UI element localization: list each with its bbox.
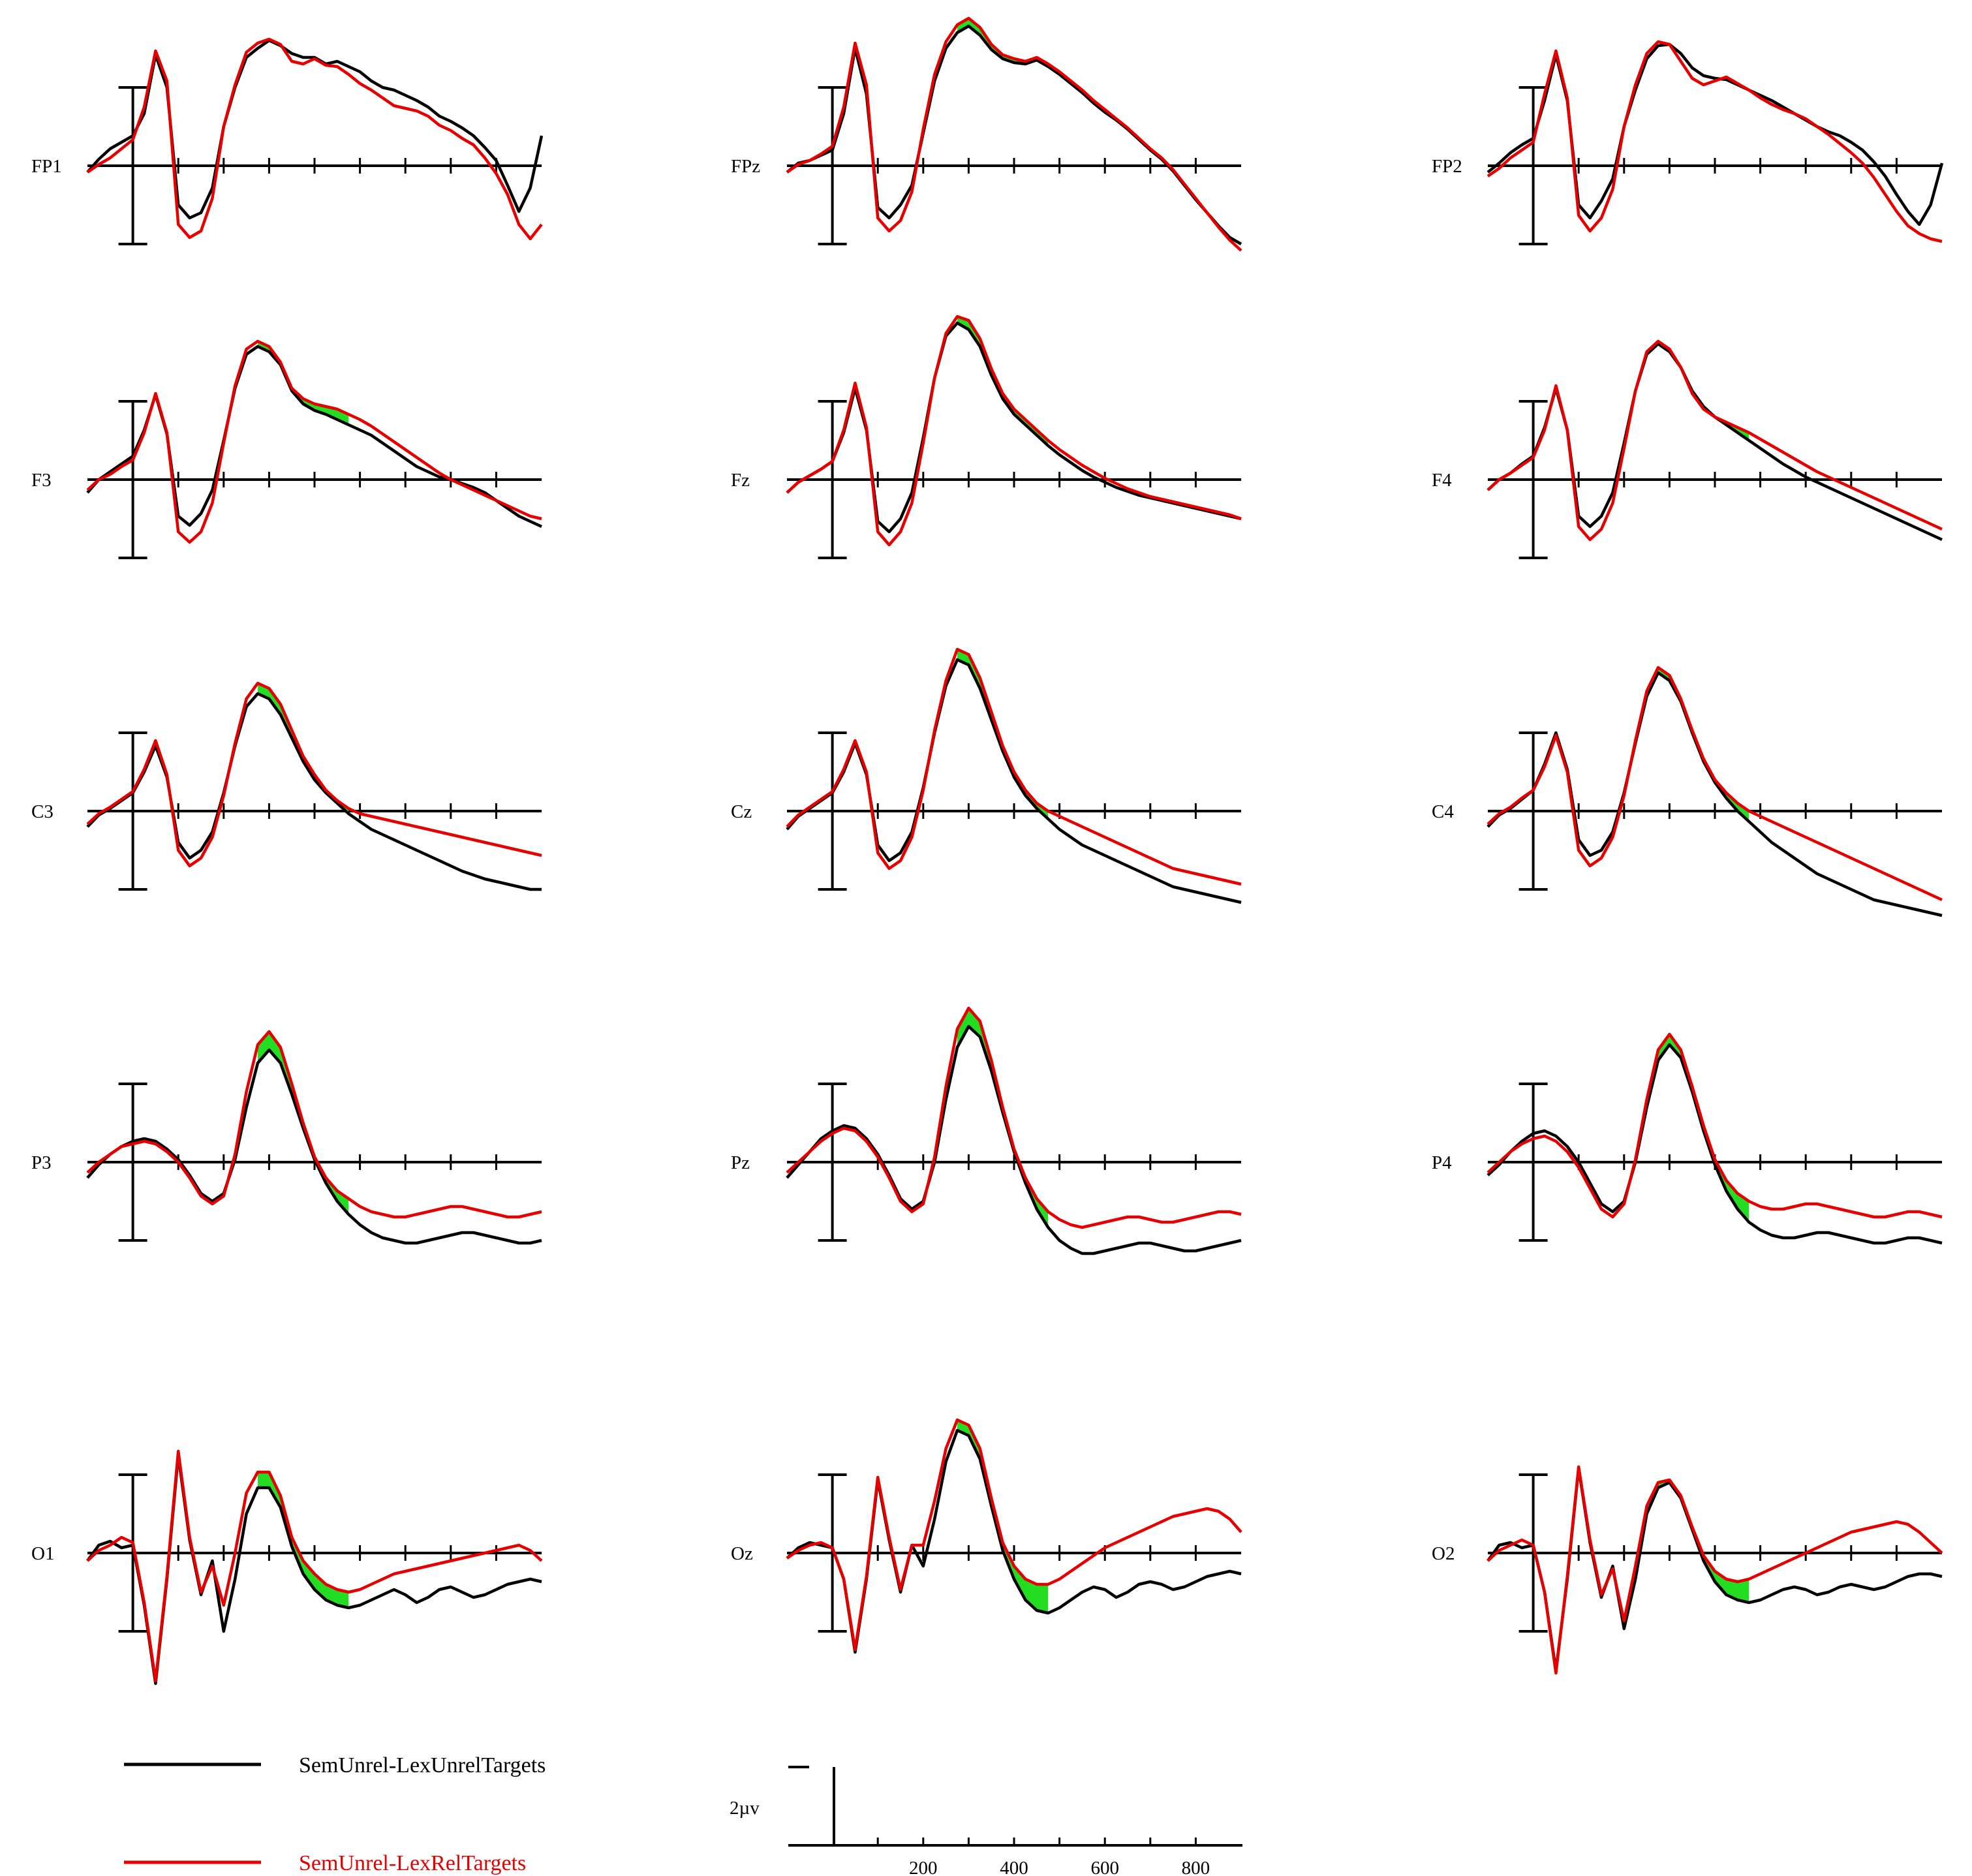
scale-reference: 2µv 200 400 600 800 [730,1766,1242,1876]
scale-tick-label: 600 [1090,1858,1119,1876]
channel-label: Pz [731,1152,750,1173]
panel-oz: Oz [731,1418,1242,1654]
scale-label: 2µv [730,1798,760,1819]
series-line-red [86,37,543,241]
panel-c4: C4 [1432,666,1943,917]
series-line-black [786,1428,1242,1654]
scale-tick-label: 200 [909,1858,938,1876]
series-line-black [86,1453,542,1685]
series-line-black [786,1024,1242,1255]
panel-p3: P3 [31,1030,542,1245]
series-line-red [1487,339,1943,542]
legend: SemUnrel-LexUnrelTargets SemUnrel-LexRel… [124,1753,546,1875]
series-line-red [786,1006,1242,1229]
channel-label: C3 [31,801,54,822]
series-line-black [86,692,542,891]
channel-label: Oz [731,1543,753,1564]
significance-fill [1658,1480,1749,1603]
channel-label: P4 [1432,1152,1452,1173]
series-line-black [1487,342,1943,542]
panel-cz: Cz [731,647,1242,904]
panel-pz: Pz [731,1006,1242,1255]
series-line-red [1487,666,1943,902]
significance-fill [957,649,1049,819]
channel-label: FPz [731,156,760,177]
series-line-black [1487,671,1943,917]
series-line-black [786,658,1242,904]
series-line-black [86,345,542,529]
channel-label: O2 [1432,1543,1455,1564]
legend-label-red: SemUnrel-LexRelTargets [299,1851,526,1875]
panel-f3: F3 [31,339,542,559]
panel-f4: F4 [1432,339,1943,559]
channel-label: FP1 [31,156,62,177]
panel-o2: O2 [1432,1465,1943,1675]
significance-fill [957,18,1049,67]
series-line-red [1487,1465,1943,1675]
legend-label-black: SemUnrel-LexUnrelTargets [299,1753,546,1777]
series-line-black [86,1048,542,1245]
channel-label: FP2 [1432,156,1462,177]
series-line-black [1487,42,1944,226]
panel-grid: FP1 FPz FP2 F3 Fz F4 C3 Cz C4 P3 Pz P4 O1 Oz O2 [31,16,1944,1685]
channel-label: C4 [1432,801,1454,822]
panel-o1: O1 [31,1449,543,1685]
channel-label: Fz [731,470,750,491]
series-line-red [786,315,1242,547]
significance-fill [957,1420,1049,1613]
series-line-red [786,647,1242,886]
channel-label: F4 [1432,470,1452,491]
series-line-black [1487,1043,1943,1245]
panel-fpz: FPz [731,16,1242,252]
panel-fp1: FP1 [31,37,544,245]
series-line-red [86,1030,542,1219]
channel-label: Cz [731,801,752,822]
series-line-red [786,1418,1242,1652]
series-line-red [86,339,542,544]
panel-fp2: FP2 [1432,40,1944,245]
panel-c3: C3 [31,681,542,891]
scale-tick-label: 800 [1182,1858,1210,1876]
series-line-black [86,38,544,220]
panel-p4: P4 [1432,1032,1943,1245]
panel-fz: Fz [731,315,1242,559]
channel-label: O1 [31,1543,54,1564]
scale-tick-label: 400 [1000,1858,1028,1876]
significance-fill [1658,668,1749,822]
channel-label: F3 [31,470,52,491]
series-line-red [1487,40,1943,243]
series-line-red [786,16,1242,252]
series-line-red [86,681,542,868]
series-line-red [86,1449,543,1683]
series-line-red [1487,1032,1943,1219]
channel-label: P3 [31,1152,52,1173]
